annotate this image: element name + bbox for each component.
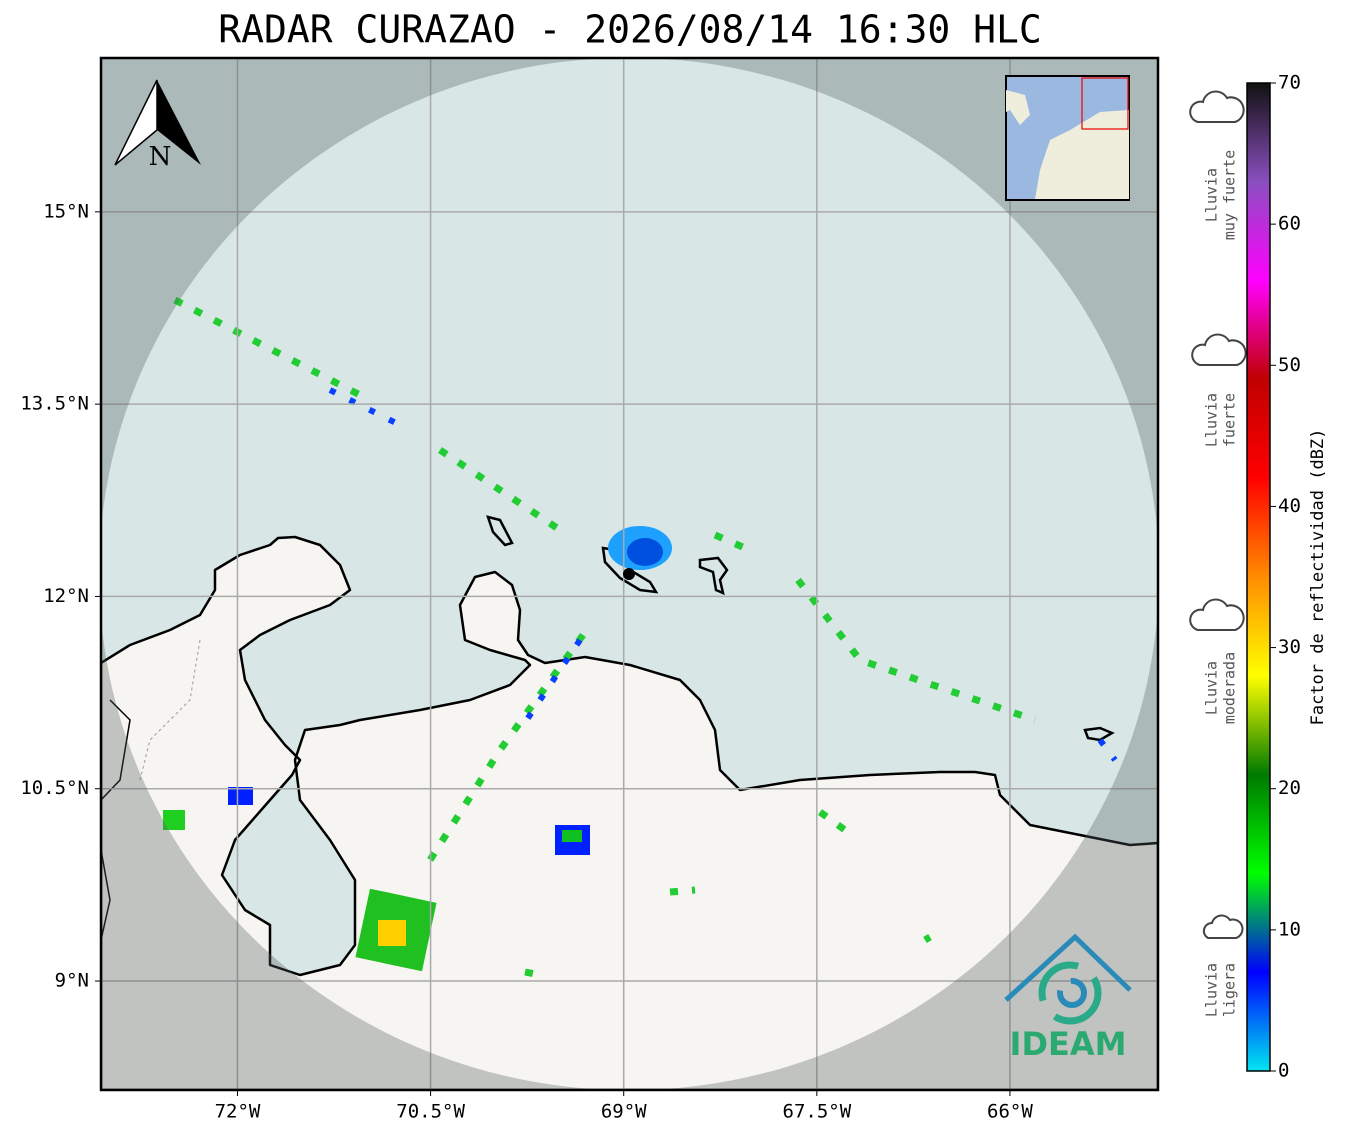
colorbar-tick-label: 30 — [1278, 636, 1301, 658]
colorbar-tick-label: 10 — [1278, 918, 1301, 940]
axis-labels: 72°W 70.5°W 69°W 67.5°W 66°W 15°N 13.5°N 12°N 10… — [20, 200, 1033, 1122]
echo — [228, 787, 253, 805]
colorbar-tick-label: 50 — [1278, 354, 1301, 376]
border — [101, 699, 131, 941]
legend-label: fuerte — [1221, 393, 1239, 447]
colorbar-ticks: 0 10 20 30 40 50 60 70 — [1270, 72, 1301, 1082]
inset-extent — [1081, 77, 1129, 130]
north-label: N — [149, 142, 172, 172]
inset-map — [1005, 75, 1130, 201]
colorbar-tick-label: 70 — [1278, 72, 1301, 94]
x-tick-label: 69°W — [601, 1101, 647, 1123]
legend-label: muy fuerte — [1221, 150, 1239, 240]
legend-label: Lluvia — [1203, 963, 1221, 1017]
legend-label: Lluvia — [1203, 168, 1221, 222]
icon — [1189, 90, 1247, 939]
logo: IDEAM — [1004, 933, 1132, 1063]
logo-roof — [1004, 933, 1132, 1002]
y-tick-label: 12°N — [43, 585, 89, 607]
colorbar-tick-label: 40 — [1278, 495, 1301, 517]
legend-label: Lluvia — [1203, 393, 1221, 447]
echo — [627, 538, 663, 566]
y-tick-label: 13.5°N — [20, 393, 89, 415]
legend-label: ligera — [1221, 963, 1239, 1017]
y-tick-label: 10.5°N — [20, 777, 89, 799]
legend-label: Lluvia — [1203, 661, 1221, 715]
title: RADAR CURAZAO - 2026/08/14 16:30 HLC — [218, 8, 1042, 52]
x-tick-label: 67.5°W — [783, 1101, 852, 1123]
echo-band — [328, 387, 1118, 762]
aruba — [486, 515, 514, 547]
echo-band — [173, 296, 1037, 979]
logo-text: IDEAM — [1010, 1025, 1127, 1063]
echo — [562, 830, 582, 842]
y-tick-label: 9°N — [55, 970, 89, 992]
colorbar-label: Factor de reflectividad (dBZ) — [1308, 429, 1328, 726]
echo — [163, 810, 185, 830]
echo — [378, 920, 406, 946]
colorbar-tick-label: 0 — [1278, 1060, 1289, 1082]
x-tick-label: 70.5°W — [396, 1101, 465, 1123]
colorbar-tick-label: 60 — [1278, 213, 1301, 235]
logo-swirl — [1057, 978, 1087, 1008]
arrow-right — [157, 80, 201, 165]
bonaire — [698, 556, 729, 596]
orchila — [1083, 726, 1115, 742]
inset-land — [1006, 90, 1129, 199]
colorbar-tick-label: 20 — [1278, 777, 1301, 799]
map-frame — [99, 56, 1160, 1092]
radar-echoes — [163, 296, 1118, 979]
legend-label: moderada — [1221, 652, 1239, 724]
border — [139, 639, 201, 781]
colorbar — [1246, 82, 1271, 1072]
y-tick-label: 15°N — [43, 200, 89, 222]
logo-swirl — [1038, 961, 1102, 1025]
x-tick-label: 66°W — [987, 1101, 1033, 1123]
grid — [101, 58, 1158, 1090]
north-arrow: N — [114, 79, 201, 172]
map: N IDEAM — [101, 58, 1158, 1090]
x-tick-label: 72°W — [215, 1101, 261, 1123]
radar-site — [623, 568, 635, 580]
